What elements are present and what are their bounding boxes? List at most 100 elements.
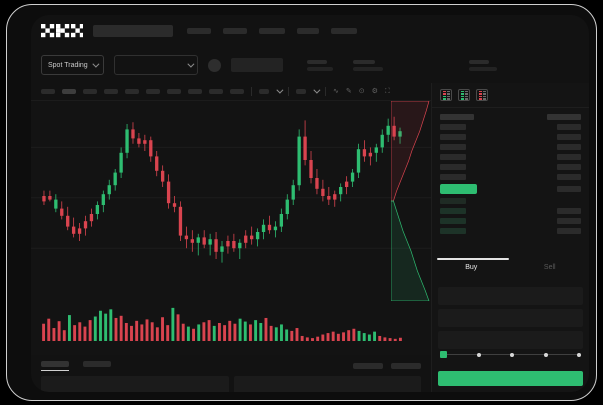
nav-item-3[interactable] <box>259 28 285 34</box>
timeframe-btn-2[interactable] <box>62 89 76 94</box>
volume-histogram <box>42 307 402 341</box>
orderbook-view-modes <box>432 83 589 108</box>
order-total-field[interactable] <box>438 331 583 349</box>
buy-tab-underline <box>437 258 509 260</box>
app-screen: Spot Trading <box>31 15 589 392</box>
timeframe-btn-3[interactable] <box>83 89 97 94</box>
orderbook-ask-row[interactable] <box>440 124 581 130</box>
orderbook-header <box>440 114 581 120</box>
okx-logo-svg <box>41 24 83 38</box>
nav-item-1[interactable] <box>187 28 211 34</box>
candlestick-chart[interactable] <box>31 101 431 301</box>
orders-tabs <box>31 355 431 367</box>
orderbook-bid-row[interactable] <box>440 228 581 234</box>
percent-slider[interactable] <box>432 351 589 358</box>
indicator-select[interactable] <box>296 89 306 94</box>
orderbook-bid-row[interactable] <box>440 218 581 224</box>
orders-tab-1[interactable] <box>41 361 69 367</box>
ob-mode-both-icon[interactable] <box>440 89 452 101</box>
okx-logo-icon[interactable] <box>41 24 83 38</box>
device-frame: Spot Trading <box>6 4 597 401</box>
timeframe-btn-1[interactable] <box>41 89 55 94</box>
drawing-pencil-icon[interactable]: ✎ <box>345 88 352 95</box>
order-entry-form <box>432 283 589 357</box>
pair-name-placeholder <box>230 58 283 72</box>
toolbar-divider <box>251 87 252 96</box>
orderbook-list[interactable] <box>432 108 589 234</box>
tab-buy[interactable]: Buy <box>465 264 478 271</box>
chevron-down-icon <box>276 86 284 94</box>
percent-stop-75[interactable] <box>543 352 548 357</box>
orders-panel <box>31 355 431 392</box>
nav-item-5[interactable] <box>331 28 357 34</box>
buy-sell-tabs: Buy Sell <box>432 258 589 275</box>
orderbook-bid-row[interactable] <box>440 198 581 204</box>
chevron-down-icon <box>187 60 195 68</box>
timeframe-btn-5[interactable] <box>125 89 139 94</box>
magnet-icon[interactable]: ⊙ <box>358 88 365 95</box>
fullscreen-icon[interactable]: ⛶ <box>384 88 390 95</box>
timeframe-btn-10[interactable] <box>230 89 244 94</box>
orderbook-current-price <box>440 184 581 194</box>
order-amount-field[interactable] <box>438 309 583 327</box>
chart-toolbar: ∿ ✎ ⊙ ⚙ ⛶ <box>31 83 589 101</box>
order-price-field[interactable] <box>438 287 583 305</box>
stat-value <box>352 66 383 71</box>
chart-panel[interactable] <box>31 101 431 355</box>
indicators-icon[interactable]: ∿ <box>333 88 339 95</box>
orders-cards <box>31 371 431 392</box>
ob-mode-bids-icon[interactable] <box>458 89 470 101</box>
percent-stop-50[interactable] <box>510 352 514 357</box>
percent-stop-100[interactable] <box>577 352 581 357</box>
stat-value <box>468 66 497 71</box>
timeframe-btn-7[interactable] <box>167 89 181 94</box>
pair-coin-avatar <box>207 58 221 72</box>
settings-gear-icon[interactable]: ⚙ <box>371 88 378 95</box>
chevron-down-icon <box>92 60 100 68</box>
orders-tab-underline <box>41 370 69 371</box>
bottom-card-right[interactable] <box>233 376 421 392</box>
depth-chart-overlay <box>391 101 430 301</box>
trading-pair-select[interactable] <box>113 55 198 75</box>
stat-label <box>468 59 489 64</box>
stat-label <box>352 59 375 64</box>
orders-action-1[interactable] <box>353 363 383 369</box>
bottom-card-left[interactable] <box>41 376 229 392</box>
submit-buy-button[interactable] <box>438 371 583 386</box>
current-price-highlight <box>440 184 477 194</box>
percent-stop-25[interactable] <box>476 352 481 357</box>
chart-type-select[interactable] <box>259 89 269 94</box>
search-input[interactable] <box>93 25 173 37</box>
percent-slider-handle[interactable] <box>440 351 447 358</box>
timeframe-btn-9[interactable] <box>209 89 223 94</box>
spot-trading-dropdown[interactable]: Spot Trading <box>41 55 104 75</box>
nav-item-4[interactable] <box>297 28 319 34</box>
stat-24h-change <box>352 59 383 71</box>
stat-24h-volume <box>468 59 497 71</box>
stat-last-price <box>306 59 333 71</box>
orders-action-2[interactable] <box>391 363 421 369</box>
ob-mode-asks-icon[interactable] <box>476 89 488 101</box>
orderbook-ask-row[interactable] <box>440 154 581 160</box>
chevron-down-icon <box>313 86 321 94</box>
timeframe-btn-4[interactable] <box>104 89 118 94</box>
toolbar-divider <box>325 87 326 96</box>
app-header <box>31 15 589 47</box>
orders-tab-2[interactable] <box>83 361 111 367</box>
timeframe-btn-6[interactable] <box>146 89 160 94</box>
toolbar-divider <box>288 87 289 96</box>
trading-subheader: Spot Trading <box>31 47 589 83</box>
orderbook-panel: Buy Sell <box>431 83 589 392</box>
stat-value <box>306 66 333 71</box>
orderbook-ask-row[interactable] <box>440 174 581 180</box>
orders-right-actions <box>353 363 421 369</box>
orderbook-ask-row[interactable] <box>440 134 581 140</box>
stat-label <box>306 59 327 64</box>
spot-trading-label: Spot Trading <box>48 61 88 69</box>
tab-sell[interactable]: Sell <box>543 264 556 271</box>
orderbook-ask-row[interactable] <box>440 164 581 170</box>
timeframe-btn-8[interactable] <box>188 89 202 94</box>
orderbook-ask-row[interactable] <box>440 144 581 150</box>
nav-item-2[interactable] <box>223 28 247 34</box>
orderbook-bid-row[interactable] <box>440 208 581 214</box>
